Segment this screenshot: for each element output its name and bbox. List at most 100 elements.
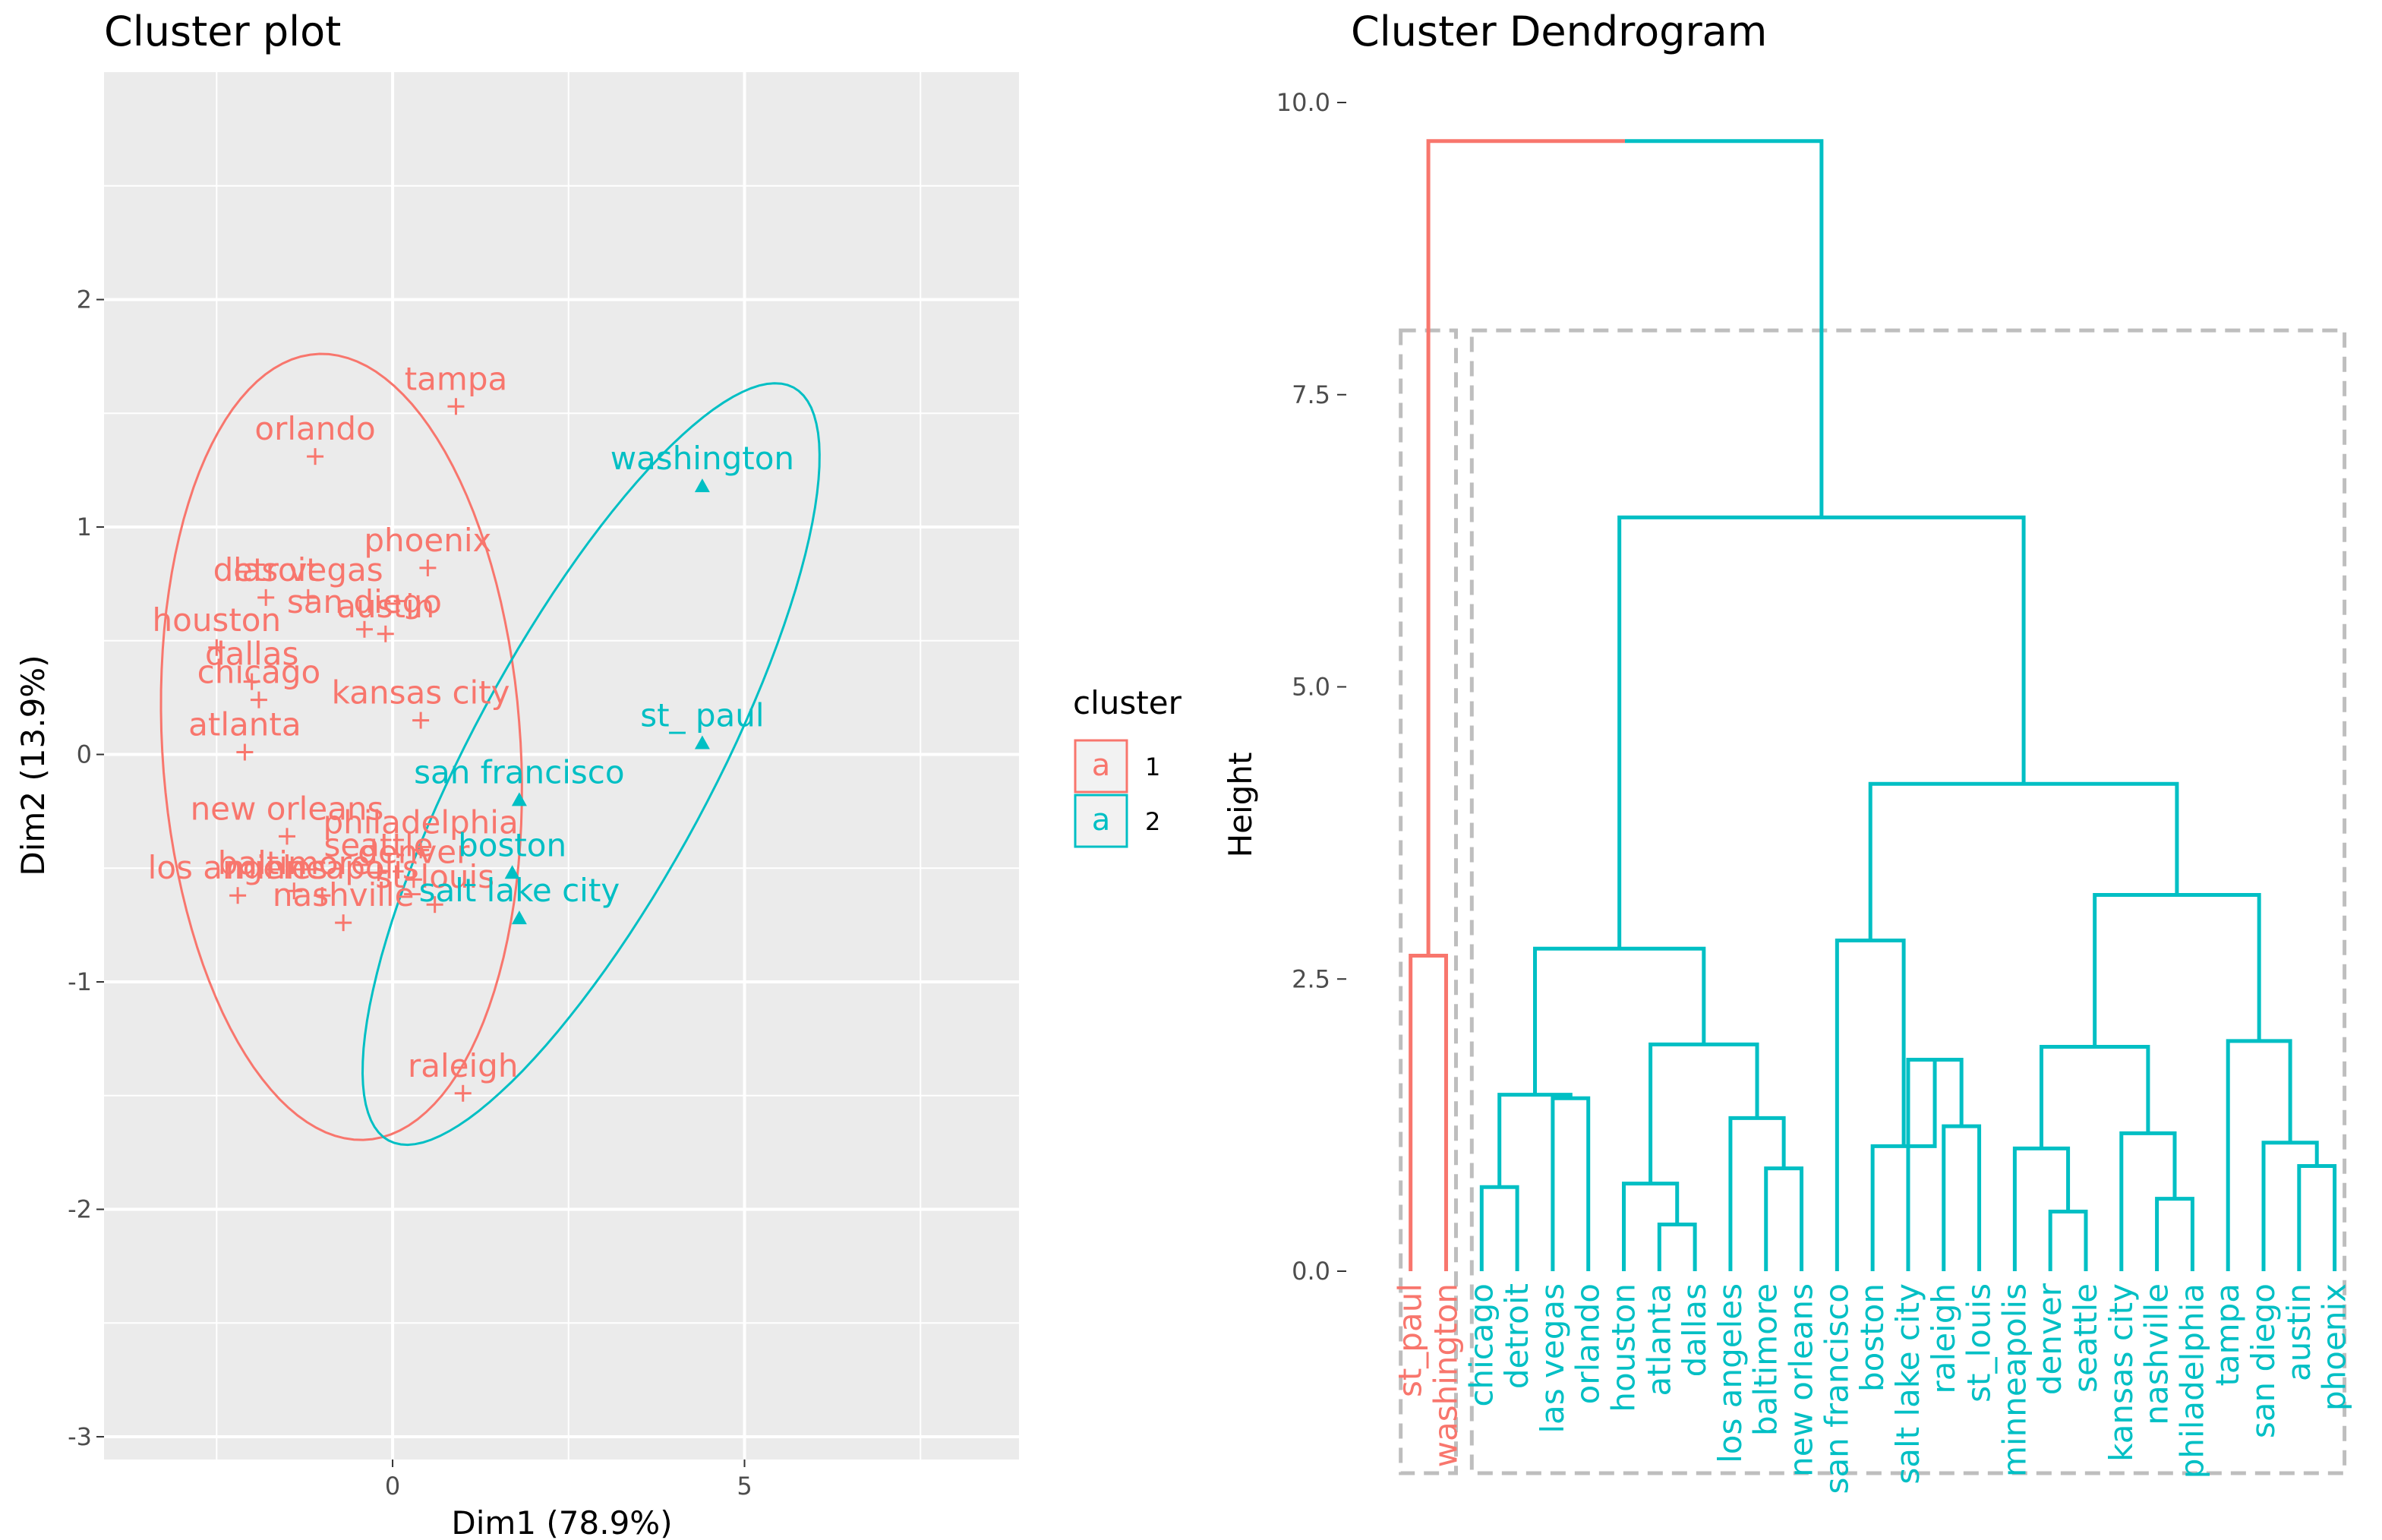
point-plus-marker <box>229 887 247 904</box>
dendrogram-links <box>1409 139 2337 1271</box>
y-tick-label: -2 <box>68 1195 92 1224</box>
leaf-label: philadelphia <box>2173 1283 2210 1478</box>
cluster-ellipses <box>159 352 821 1147</box>
point-plus-marker <box>335 914 352 932</box>
dendrogram-link <box>1868 781 2179 941</box>
point-plus-marker <box>286 882 303 900</box>
dendrogram-link <box>1479 1185 1519 1271</box>
leaf-label: dallas <box>1676 1283 1713 1377</box>
leaf-label: new orleans <box>1783 1283 1820 1477</box>
point-triangle-marker <box>694 735 710 749</box>
legend-label: 1 <box>1145 753 1160 781</box>
point-triangle-marker <box>504 865 520 879</box>
dendrogram-link <box>1942 1124 1982 1271</box>
point-plus-marker <box>454 1084 472 1102</box>
x-tick-label: 5 <box>737 1472 752 1501</box>
point-label: philadelphia <box>323 803 519 841</box>
dendrogram-title: Cluster Dendrogram <box>1351 8 1767 55</box>
leaf-label: st_paul <box>1392 1283 1429 1397</box>
y-tick-label: 7.5 <box>1292 380 1330 409</box>
legend-key-symbol: a <box>1092 803 1111 838</box>
leaf-label: phoenix <box>2316 1283 2353 1411</box>
dendrogram-link <box>1835 938 1906 1271</box>
y-tick-label: -3 <box>68 1422 92 1451</box>
point-plus-marker <box>370 864 387 882</box>
point-label: detroit <box>213 551 319 589</box>
x-tick-label: 0 <box>385 1472 400 1501</box>
point-label: st_louis <box>375 858 494 895</box>
y-tick-label: 2.5 <box>1292 964 1330 993</box>
point-label: phoenix <box>364 522 491 559</box>
point-plus-marker <box>243 673 260 690</box>
plot-panel <box>104 72 1019 1460</box>
dendrogram-link <box>2093 892 2261 1047</box>
leaf-label: salt lake city <box>1889 1283 1926 1485</box>
legend-title: cluster <box>1073 684 1182 721</box>
point-triangle-marker <box>511 792 527 806</box>
cluster-2-ellipse <box>361 382 821 1147</box>
point-label: new orleans <box>191 790 384 827</box>
point-label: baltimore <box>218 844 371 882</box>
point-plus-marker <box>426 896 443 914</box>
point-plus-marker <box>405 871 422 888</box>
dendrogram-link <box>1409 953 1448 1271</box>
point-plus-marker <box>299 589 317 606</box>
point-label: san diego <box>287 583 442 620</box>
x-axis-title: Dim1 (78.9%) <box>451 1504 672 1540</box>
point-triangle-marker <box>511 910 527 925</box>
leaf-label: st_louis <box>1961 1283 1998 1403</box>
dendrogram-link <box>2261 1141 2319 1271</box>
dendrogram-link <box>1551 1096 1591 1271</box>
leaf-label: houston <box>1605 1283 1642 1412</box>
dendrogram-link <box>1870 1059 1937 1271</box>
point-label: san francisco <box>414 753 624 791</box>
leaf-label: atlanta <box>1640 1283 1677 1396</box>
point-label: austin <box>336 588 434 625</box>
dendrogram-link <box>1533 946 1706 1095</box>
dendrogram-link <box>1648 1042 1759 1184</box>
leaf-label: washington <box>1427 1283 1464 1467</box>
dendrogram-link <box>1657 1222 1697 1271</box>
dendrogram-link <box>1764 1166 1804 1271</box>
point-label: raleigh <box>408 1047 518 1084</box>
leaf-label: austin <box>2280 1283 2317 1381</box>
dendrogram-link <box>1497 1093 1573 1188</box>
dendrogram-link <box>1906 1057 1964 1271</box>
dendrogram-link <box>1426 139 1625 956</box>
cluster-dendrogram: Cluster Dendrogram 0.0 2.5 5.0 7.5 10.0 st_p… <box>1222 8 2353 1494</box>
axis-ticks: 0 5 -3 -2 -1 0 1 2 <box>68 286 752 1501</box>
leaf-label: los angeles <box>1712 1283 1749 1463</box>
cluster-plot-title: Cluster plot <box>104 8 341 55</box>
point-label: orlando <box>254 410 375 447</box>
dendrogram-axis-ticks: 0.0 2.5 5.0 7.5 10.0 <box>1276 88 1346 1286</box>
point-label: minneapolis <box>226 849 419 886</box>
y-tick-label: 0.0 <box>1292 1257 1330 1286</box>
leaf-label: las vegas <box>1534 1283 1571 1434</box>
cluster-plot: Cluster plot tampaorlandophoenixdetroitl… <box>14 8 1019 1540</box>
point-label: las vegas <box>233 551 383 589</box>
point-plus-marker <box>307 448 324 465</box>
y-tick-label: 5.0 <box>1292 673 1330 702</box>
point-label: st_ paul <box>640 697 764 734</box>
dendrogram-link <box>1622 1182 1680 1271</box>
y-tick-label: 1 <box>77 513 92 541</box>
leaf-label: seattle <box>2067 1283 2104 1393</box>
point-plus-marker <box>250 691 267 708</box>
dendrogram-link <box>2012 1146 2071 1271</box>
dendrogram-link <box>2048 1210 2088 1271</box>
grid-lines <box>104 72 1019 1460</box>
point-plus-marker <box>236 743 254 761</box>
cluster-1-ellipse <box>159 352 523 1141</box>
point-plus-marker <box>447 398 465 415</box>
point-plus-marker <box>279 828 295 845</box>
leaf-label: raleigh <box>1925 1283 1962 1393</box>
legend-key <box>1074 794 1128 848</box>
point-label: los angeles <box>148 849 328 886</box>
legend-key-symbol: a <box>1092 748 1111 783</box>
point-plus-marker <box>314 887 331 904</box>
y-tick-label: 0 <box>77 740 92 769</box>
